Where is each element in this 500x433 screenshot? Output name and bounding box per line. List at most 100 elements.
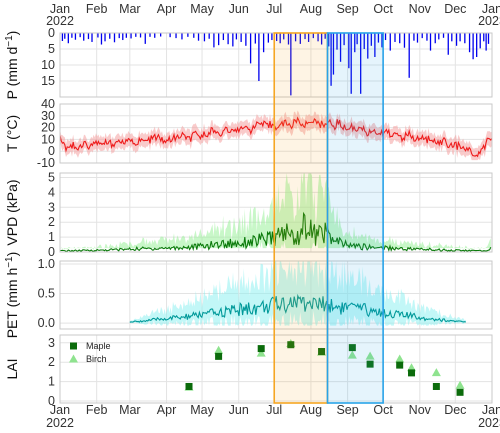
y-axis-label: LAI (4, 358, 20, 379)
x-tick-label-top: May (190, 2, 214, 16)
precip-bar (447, 33, 449, 55)
y-tick-label: 1 (48, 230, 55, 244)
x-tick-label-top: Jan (482, 2, 500, 16)
x-tick-label-top: Oct (373, 2, 393, 16)
range-band (129, 261, 466, 326)
precip-bar (227, 33, 229, 45)
y-tick-label: 1 (48, 375, 55, 389)
x-tick-label-bottom: Jan (482, 403, 500, 417)
precip-bar (240, 33, 242, 42)
precip-bar (354, 33, 356, 53)
precip-bar (187, 33, 189, 37)
mean-line (60, 211, 492, 253)
precip-bar (330, 33, 332, 86)
y-tick-label: 1.0 (38, 257, 55, 271)
birch-point (407, 363, 417, 372)
x-tick-year-top: 2022 (46, 14, 74, 28)
birch-point (347, 350, 357, 359)
precip-bar (328, 33, 330, 47)
y-tick-label: 0 (48, 144, 55, 158)
birch-point (431, 368, 441, 377)
legend: Maple Birch (69, 341, 111, 364)
precip-bar (267, 33, 270, 43)
y-axis-label: T (°C) (4, 115, 20, 152)
precip-bar (336, 33, 338, 50)
x-tick-label-top: Aug (300, 2, 322, 16)
precip-bar (125, 33, 127, 38)
precip-bar (356, 33, 358, 45)
y-tick-label: 4 (48, 185, 55, 199)
panel-lai: 0 1 2 3 LAI Maple Birch (4, 334, 493, 408)
y-tick-label: 3 (48, 336, 55, 350)
precip-bar (262, 33, 265, 53)
maple-point (257, 345, 265, 353)
precip-bar (472, 33, 474, 60)
x-tick-label-bottom: May (190, 403, 214, 417)
x-tick-label-top: Sep (336, 2, 358, 16)
precip-bar (232, 33, 234, 47)
x-tick-label-bottom: Oct (373, 403, 393, 417)
precip-bar (149, 33, 151, 37)
precip-bar (459, 33, 461, 42)
precip-bar (350, 33, 352, 94)
birch-point (214, 345, 224, 354)
y-tick-label: 20 (41, 121, 55, 135)
y-tick-label: 0 (48, 394, 55, 408)
legend-label: Maple (86, 341, 111, 351)
mean-line (129, 293, 466, 323)
precip-bar (71, 33, 73, 38)
precip-bar (64, 33, 66, 39)
panel-frame (59, 260, 493, 330)
y-tick-label: 0.5 (38, 287, 55, 301)
x-tick-label-bottom: Nov (409, 403, 432, 417)
precip-bar (343, 33, 345, 46)
range-band (60, 173, 491, 250)
maple-point (287, 341, 295, 349)
precip-bar (339, 33, 342, 62)
highlight-period-2 (326, 32, 384, 404)
precip-bar (403, 33, 406, 48)
precip-bar (279, 33, 281, 44)
precip-bar (67, 33, 69, 44)
maple-point (408, 369, 416, 377)
precip-bar (271, 33, 273, 41)
precip-bar (429, 33, 432, 51)
x-tick-label-top: Dec (444, 2, 466, 16)
y-axis-label: VPD (kPa) (4, 179, 20, 245)
precip-bar (97, 33, 99, 38)
precip-bar (312, 33, 314, 39)
y-tick-label: 2 (48, 355, 55, 369)
maple-point (215, 352, 223, 360)
legend-marker-birch (69, 354, 78, 363)
precip-bar (324, 33, 326, 39)
precip-bar (399, 33, 401, 44)
precip-bar (104, 33, 106, 42)
precip-bar (83, 33, 85, 41)
x-tick-label-top: Feb (86, 2, 108, 16)
precip-bar (160, 33, 162, 37)
precip-bar (294, 33, 297, 42)
precip-bar (394, 33, 396, 42)
x-tick-label-bottom: Sep (336, 403, 358, 417)
precip-bar (360, 33, 362, 94)
precip-bar (175, 33, 177, 39)
x-tick-label-bottom: Mar (119, 403, 141, 417)
precip-bar (434, 33, 436, 44)
mean-line (59, 116, 493, 158)
y-tick-label: 2 (48, 215, 55, 229)
precip-bar (479, 33, 481, 49)
panel-frame (59, 103, 493, 164)
y-axis-label: PET (mm h−1) (4, 252, 21, 339)
precip-bar (468, 33, 471, 53)
precip-bar (426, 33, 428, 41)
x-tick-year-bottom: 2022 (46, 416, 74, 430)
precip-bar (374, 33, 376, 57)
precip-bar (203, 33, 206, 42)
precip-bar (413, 33, 415, 41)
precip-bar (370, 33, 372, 46)
birch-point (395, 354, 405, 363)
precip-bar (283, 33, 285, 40)
precip-bar (222, 33, 225, 41)
precip-bar (113, 33, 116, 43)
maple-point (366, 360, 374, 368)
